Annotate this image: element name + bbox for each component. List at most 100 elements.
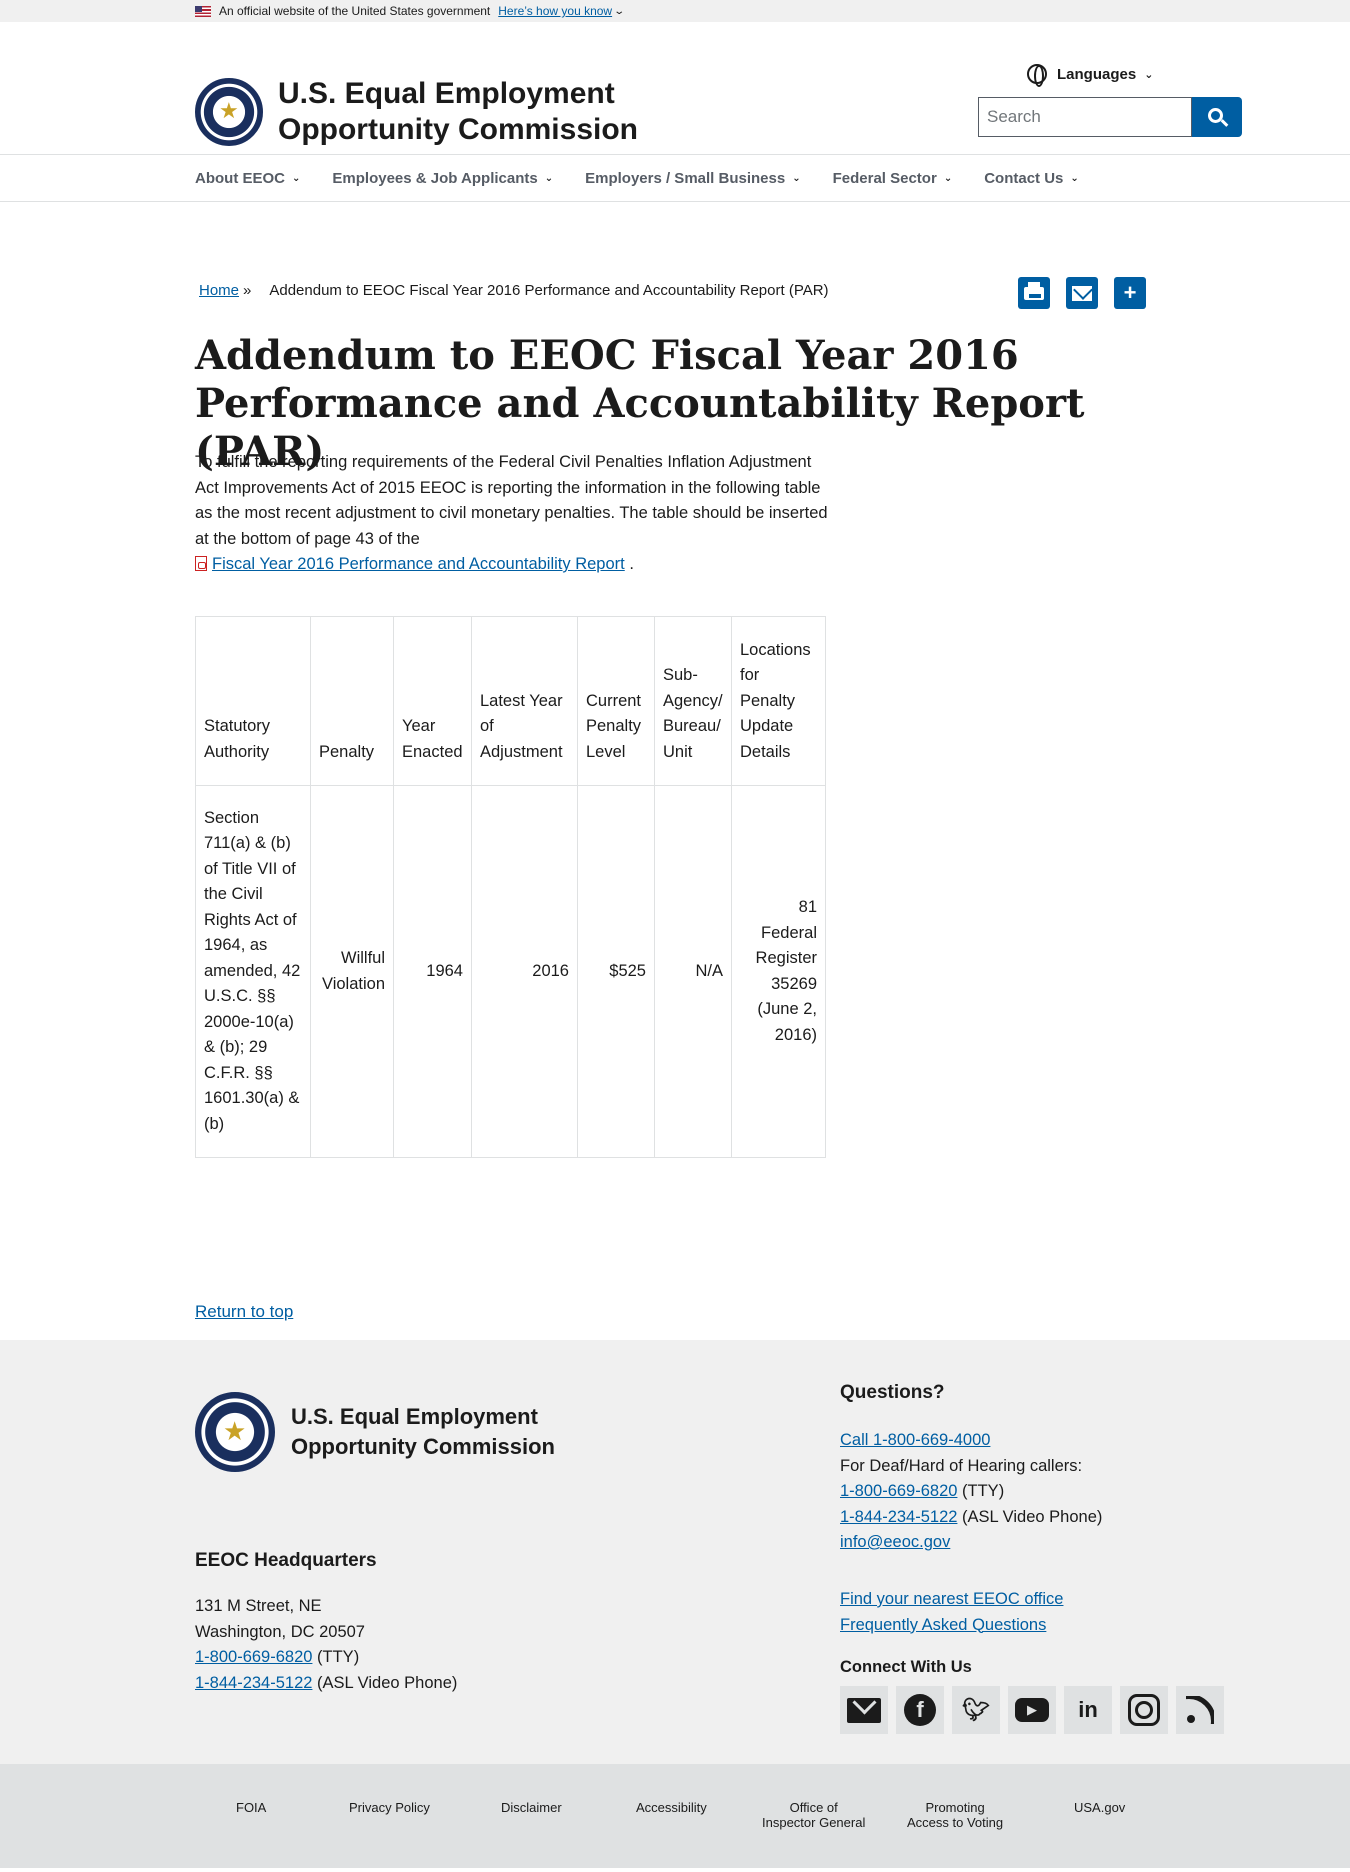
eeoc-seal-logo[interactable] bbox=[195, 78, 263, 146]
intro-period: . bbox=[629, 555, 634, 573]
access-to-voting-link[interactable]: Promoting Access to Voting bbox=[907, 1800, 1003, 1830]
column-header: Locations for Penalty Update Details bbox=[731, 616, 826, 786]
search-input[interactable] bbox=[978, 97, 1192, 137]
bottom-link-bar: FOIA Privacy Policy Disclaimer Accessibi… bbox=[0, 1764, 1350, 1868]
hq-contact: 131 M Street, NE Washington, DC 20507 1-… bbox=[195, 1594, 457, 1696]
linkedin-button[interactable]: in bbox=[1064, 1686, 1112, 1734]
usagov-link[interactable]: USA.gov bbox=[1074, 1800, 1126, 1815]
email-social-button[interactable] bbox=[840, 1686, 888, 1734]
tty-suffix: (TTY) bbox=[962, 1482, 1005, 1500]
tty-link[interactable]: 1-800-669-6820 bbox=[840, 1482, 958, 1500]
chevron-down-icon[interactable]: ⌄ bbox=[613, 5, 626, 17]
facebook-icon: f bbox=[904, 1694, 936, 1726]
inspector-general-link[interactable]: Office of Inspector General bbox=[762, 1800, 865, 1830]
hq-asl-suffix: (ASL Video Phone) bbox=[317, 1673, 458, 1692]
plus-icon: + bbox=[1123, 280, 1137, 305]
intro-paragraph: To fulfill the reporting requirements of… bbox=[195, 450, 835, 578]
questions-contact: Call 1-800-669-4000 For Deaf/Hard of Hea… bbox=[840, 1428, 1102, 1556]
hq-tty-link[interactable]: 1-800-669-6820 bbox=[195, 1648, 313, 1666]
connect-heading: Connect With Us bbox=[840, 1658, 972, 1676]
foia-link[interactable]: FOIA bbox=[236, 1800, 267, 1815]
share-more-button[interactable]: + bbox=[1114, 277, 1146, 309]
call-link[interactable]: Call 1-800-669-4000 bbox=[840, 1431, 991, 1449]
print-button[interactable] bbox=[1018, 277, 1050, 309]
penalty-table: Statutory Authority Penalty Year Enacted… bbox=[195, 616, 826, 1158]
intro-text: To fulfill the reporting requirements of… bbox=[195, 453, 828, 548]
hq-tty-suffix: (TTY) bbox=[317, 1648, 360, 1666]
gov-banner-text: An official website of the United States… bbox=[219, 4, 491, 18]
chevron-down-icon: ⌄ bbox=[544, 172, 554, 184]
accessibility-link[interactable]: Accessibility bbox=[636, 1800, 707, 1815]
nav-label: Employers / Small Business bbox=[585, 169, 786, 187]
chevron-down-icon: ⌄ bbox=[292, 172, 301, 184]
breadcrumb-home-link[interactable]: Home bbox=[199, 282, 240, 299]
return-to-top-link[interactable]: Return to top bbox=[195, 1302, 294, 1321]
footer-agency-line1: U.S. Equal Employment bbox=[291, 1404, 538, 1429]
privacy-policy-link[interactable]: Privacy Policy bbox=[349, 1800, 430, 1815]
hq-asl-link[interactable]: 1-844-234-5122 bbox=[195, 1673, 313, 1692]
report-pdf-link[interactable]: Fiscal Year 2016 Performance and Account… bbox=[212, 555, 625, 573]
footer-links: Find your nearest EEOC office Frequently… bbox=[840, 1587, 1063, 1638]
breadcrumb-current: Addendum to EEOC Fiscal Year 2016 Perfor… bbox=[269, 282, 829, 299]
footer-agency-name[interactable]: U.S. Equal Employment Opportunity Commis… bbox=[291, 1402, 555, 1462]
youtube-icon: ▶ bbox=[1015, 1698, 1049, 1722]
us-flag-icon bbox=[195, 5, 211, 17]
facebook-button[interactable]: f bbox=[896, 1686, 944, 1734]
chevron-down-icon: ⌄ bbox=[1144, 68, 1154, 81]
disclaimer-link[interactable]: Disclaimer bbox=[501, 1800, 562, 1815]
chevron-down-icon: ⌄ bbox=[943, 172, 953, 184]
site-header: U.S. Equal Employment Opportunity Commis… bbox=[0, 22, 1350, 155]
email-icon bbox=[847, 1697, 881, 1723]
nav-item-contact-us[interactable]: Contact Us ⌄ bbox=[984, 170, 1079, 187]
asl-link[interactable]: 1-844-234-5122 bbox=[840, 1507, 958, 1526]
nav-label: Contact Us bbox=[984, 169, 1064, 187]
linkedin-icon: in bbox=[1078, 1697, 1098, 1722]
email-link[interactable]: info@eeoc.gov bbox=[840, 1533, 951, 1551]
printer-icon bbox=[1024, 281, 1044, 300]
nav-item-employees[interactable]: Employees & Job Applicants ⌄ bbox=[332, 170, 553, 187]
search-button[interactable] bbox=[1192, 97, 1242, 137]
languages-button[interactable]: Languages ⌄ bbox=[1027, 64, 1154, 87]
instagram-button[interactable] bbox=[1120, 1686, 1168, 1734]
nav-label: About EEOC bbox=[195, 169, 285, 187]
nav-item-employers[interactable]: Employers / Small Business ⌄ bbox=[585, 170, 800, 187]
penalty-level-cell: $525 bbox=[577, 785, 655, 1158]
site-title-line1: U.S. Equal Employment bbox=[278, 77, 615, 110]
table-header-row: Statutory Authority Penalty Year Enacted… bbox=[195, 616, 826, 786]
rss-icon bbox=[1186, 1696, 1214, 1724]
breadcrumb-separator: » bbox=[243, 282, 252, 299]
hq-address-line1: 131 M Street, NE bbox=[195, 1597, 322, 1615]
globe-icon bbox=[1027, 64, 1047, 87]
youtube-button[interactable]: ▶ bbox=[1008, 1686, 1056, 1734]
voting-line2: Access to Voting bbox=[907, 1815, 1004, 1830]
eeoc-seal-logo[interactable] bbox=[195, 1392, 275, 1472]
column-header: Year Enacted bbox=[393, 616, 472, 786]
voting-line1: Promoting bbox=[925, 1800, 985, 1815]
twitter-icon: 🐦︎ bbox=[962, 1697, 990, 1722]
year-enacted-cell: 1964 bbox=[393, 785, 472, 1158]
nav-item-about-eeoc[interactable]: About EEOC ⌄ bbox=[195, 170, 300, 187]
oig-line2: Inspector General bbox=[762, 1815, 866, 1830]
asl-suffix: (ASL Video Phone) bbox=[962, 1507, 1103, 1526]
share-toolbar: + bbox=[1018, 277, 1162, 309]
find-office-link[interactable]: Find your nearest EEOC office bbox=[840, 1590, 1064, 1608]
site-title[interactable]: U.S. Equal Employment Opportunity Commis… bbox=[278, 76, 638, 148]
main-nav: About EEOC ⌄ Employees & Job Applicants ⌄ … bbox=[0, 155, 1350, 202]
breadcrumb: Home » Addendum to EEOC Fiscal Year 2016… bbox=[199, 282, 829, 299]
hq-address-line2: Washington, DC 20507 bbox=[195, 1622, 365, 1641]
email-share-button[interactable] bbox=[1066, 277, 1098, 309]
locations-cell: 81 Federal Register 35269 (June 2, 2016) bbox=[731, 785, 826, 1158]
rss-button[interactable] bbox=[1176, 1686, 1224, 1734]
how-you-know-link[interactable]: Here’s how you know bbox=[498, 4, 613, 18]
column-header: Statutory Authority bbox=[195, 616, 311, 786]
faq-link[interactable]: Frequently Asked Questions bbox=[840, 1615, 1047, 1634]
nav-label: Employees & Job Applicants bbox=[332, 169, 538, 187]
hq-heading: EEOC Headquarters bbox=[195, 1550, 377, 1571]
statutory-authority-cell: Section 711(a) & (b) of Title VII of the… bbox=[195, 785, 311, 1158]
chevron-down-icon: ⌄ bbox=[1070, 172, 1079, 184]
latest-year-cell: 2016 bbox=[471, 785, 578, 1158]
nav-item-federal-sector[interactable]: Federal Sector ⌄ bbox=[833, 170, 953, 187]
twitter-button[interactable]: 🐦︎ bbox=[952, 1686, 1000, 1734]
instagram-icon bbox=[1128, 1694, 1160, 1726]
oig-line1: Office of bbox=[789, 1800, 838, 1815]
